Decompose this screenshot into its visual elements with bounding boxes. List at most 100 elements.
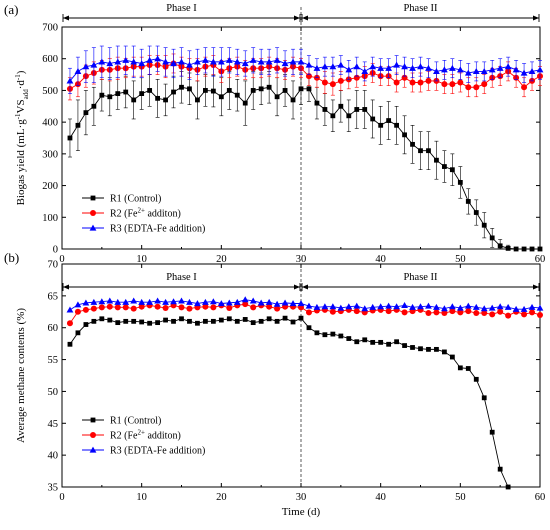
data-point: [242, 317, 248, 322]
data-point: [114, 298, 122, 305]
panel-label: (b): [4, 250, 19, 265]
data-point: [155, 320, 160, 326]
data-point: [537, 246, 543, 252]
data-point: [425, 302, 432, 309]
y-tick-label: 600: [42, 54, 58, 65]
data-point: [282, 315, 288, 321]
data-point: [249, 297, 257, 304]
y-tick-label: 0: [53, 245, 58, 256]
data-point: [274, 318, 280, 324]
data-point: [170, 60, 177, 67]
data-point: [385, 64, 393, 71]
data-point: [361, 68, 369, 74]
data-point: [513, 246, 519, 252]
data-point: [210, 88, 216, 94]
legend-entry: R3 (EDTA-Fe addition): [82, 224, 205, 235]
data-point: [122, 304, 129, 311]
y-tick-label: 35: [48, 483, 59, 494]
data-point: [410, 345, 415, 350]
legend-marker: [89, 224, 97, 231]
x-tick-label: 60: [535, 492, 546, 503]
data-point: [402, 132, 407, 138]
data-point: [115, 320, 121, 326]
series-2: [66, 53, 543, 101]
data-point: [521, 84, 528, 91]
data-point: [330, 331, 336, 337]
data-point: [226, 88, 232, 93]
data-point: [489, 235, 495, 241]
data-point: [74, 301, 82, 308]
data-point: [131, 318, 137, 324]
data-point: [67, 341, 73, 347]
data-point: [106, 303, 113, 310]
phase-arrow-head: [302, 284, 308, 290]
data-point: [290, 97, 296, 103]
data-point: [441, 310, 448, 317]
data-point: [66, 306, 74, 313]
data-point: [417, 79, 424, 86]
data-point: [489, 429, 495, 435]
data-point: [178, 304, 185, 311]
data-point: [448, 303, 456, 310]
x-tick-label: 10: [136, 492, 147, 503]
phase-label: Phase II: [403, 3, 438, 14]
data-point: [171, 318, 176, 324]
data-point: [163, 97, 168, 103]
data-point: [202, 298, 209, 305]
legend-marker: [89, 446, 97, 453]
data-point: [441, 305, 448, 312]
data-point: [273, 300, 281, 307]
data-point: [473, 210, 479, 215]
legend-marker: [90, 195, 96, 201]
x-tick-label: 20: [216, 492, 227, 503]
data-point: [338, 333, 344, 339]
data-point: [131, 97, 137, 103]
data-point: [195, 97, 200, 103]
data-point: [426, 148, 431, 154]
data-point: [481, 81, 488, 88]
data-point: [297, 58, 305, 65]
data-point: [123, 318, 129, 324]
data-point: [82, 63, 90, 70]
data-point: [337, 61, 345, 68]
data-point: [370, 116, 376, 122]
data-point: [425, 77, 432, 84]
data-point: [289, 300, 297, 307]
data-point: [217, 300, 225, 307]
data-point: [385, 308, 392, 315]
data-point: [106, 297, 114, 304]
y-tick-label: 100: [42, 213, 58, 224]
chart-panel-methane-content: (b) Phase I Phase II 0 10 20 30 40 50 60 35 40 45 50 5…: [4, 250, 545, 518]
data-point: [257, 299, 265, 306]
data-point: [249, 56, 257, 63]
data-point: [401, 302, 408, 309]
data-point: [91, 103, 97, 109]
data-point: [449, 81, 456, 88]
data-point: [281, 299, 289, 306]
data-point: [257, 58, 265, 65]
data-point: [353, 308, 360, 315]
data-point: [250, 304, 257, 311]
data-point: [512, 305, 520, 312]
data-point: [433, 309, 440, 316]
data-point: [488, 66, 496, 73]
data-point: [233, 298, 241, 305]
data-point: [393, 61, 400, 68]
data-point: [465, 199, 471, 204]
data-point: [409, 64, 416, 71]
data-point: [313, 64, 321, 71]
data-point: [496, 303, 504, 310]
data-point: [401, 309, 408, 316]
data-point: [457, 79, 464, 86]
data-point: [369, 303, 377, 310]
data-point: [187, 86, 192, 92]
x-tick-label: 40: [375, 492, 386, 503]
x-tick-label: 0: [59, 254, 64, 265]
data-point: [337, 304, 345, 311]
data-point: [202, 303, 209, 310]
data-point: [147, 320, 153, 326]
data-point: [146, 56, 154, 63]
data-point: [98, 304, 105, 311]
data-point: [139, 91, 145, 96]
